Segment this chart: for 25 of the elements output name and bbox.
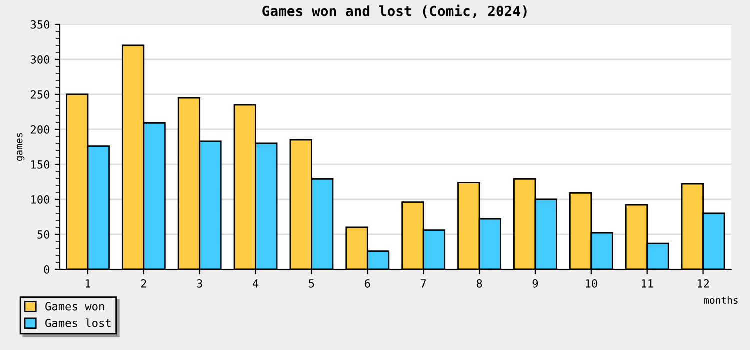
x-tick-label: 8 xyxy=(476,279,482,288)
y-tick-label: 250 xyxy=(31,90,50,99)
x-tick-label: 5 xyxy=(309,280,314,288)
x-tick-label: 2 xyxy=(141,279,146,288)
x-tick-label: 12 xyxy=(698,279,710,288)
legend-label: Games lost xyxy=(46,318,111,328)
y-tick-label: 300 xyxy=(30,56,50,64)
x-tick-label: 3 xyxy=(197,279,202,288)
y-tick-label: 150 xyxy=(32,160,50,169)
y-tick-label: 100 xyxy=(32,196,50,204)
y-tick-label: 50 xyxy=(38,230,50,239)
legend-label: Games won xyxy=(46,302,104,311)
y-tick-label: 0 xyxy=(44,266,50,274)
x-axis-title: months xyxy=(704,296,738,304)
x-tick-label: 7 xyxy=(421,280,426,288)
x-tick-label: 9 xyxy=(532,279,538,288)
x-tick-label: 11 xyxy=(642,280,654,288)
x-tick-label: 10 xyxy=(586,279,598,288)
x-tick-label: 6 xyxy=(365,279,370,288)
x-tick-label: 1 xyxy=(86,280,91,288)
y-tick-label: 350 xyxy=(30,20,50,29)
chart-title: Games won and lost (Comic, 2024) xyxy=(262,4,527,18)
y-axis-title: games xyxy=(17,133,25,162)
y-tick-label: 200 xyxy=(31,126,50,134)
x-tick-label: 4 xyxy=(252,280,259,288)
